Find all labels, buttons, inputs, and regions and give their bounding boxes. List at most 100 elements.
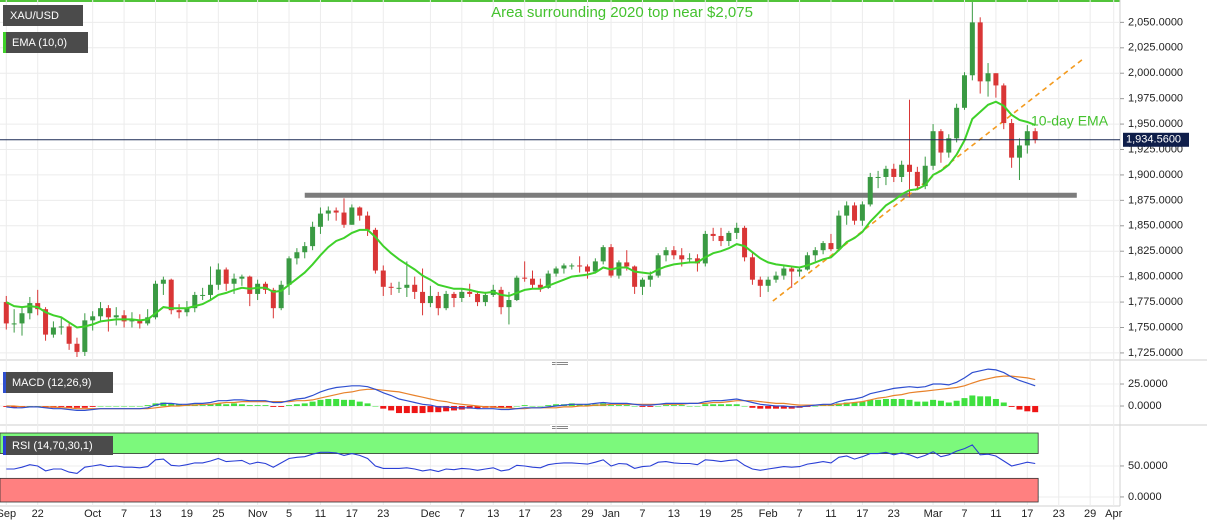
candle-body <box>663 250 669 256</box>
candle-body <box>632 266 638 287</box>
histogram-bar <box>749 406 756 408</box>
histogram-bar <box>1016 406 1023 410</box>
histogram-bar <box>898 398 905 407</box>
x-tick-label: 17 <box>346 508 358 520</box>
ema-line <box>5 100 1036 329</box>
histogram-bar <box>348 399 355 407</box>
candle-body <box>977 22 983 82</box>
candle-body <box>294 252 300 259</box>
resize-grip[interactable] <box>550 361 570 366</box>
histogram-bar <box>301 403 308 407</box>
candle-body <box>98 308 104 317</box>
candle-body <box>3 302 9 324</box>
x-tick-label: 23 <box>888 508 900 520</box>
legend-box[interactable] <box>3 372 113 393</box>
candle-body <box>969 22 975 76</box>
legend-item[interactable]: MACD (12,26,9) <box>3 372 113 393</box>
candle-body <box>836 215 842 250</box>
histogram-bar <box>741 406 748 407</box>
y-tick-label: 1,725.0000 <box>1128 347 1183 359</box>
legend-item[interactable]: RSI (14,70,30,1) <box>3 436 113 455</box>
candle-body <box>475 293 481 303</box>
legend-box[interactable] <box>3 436 113 455</box>
candle-body <box>781 268 787 276</box>
candle-body <box>537 284 543 288</box>
candle-body <box>168 279 174 311</box>
y-tick-label: 1,750.0000 <box>1128 321 1183 333</box>
grip-bg[interactable] <box>550 361 570 366</box>
legend-box[interactable] <box>3 32 88 53</box>
candle-body <box>113 315 119 318</box>
candle-body <box>954 107 960 139</box>
histogram-bar <box>215 403 222 407</box>
histogram-bar <box>199 405 206 407</box>
histogram-bar <box>647 406 654 407</box>
histogram-bar <box>733 404 740 407</box>
histogram-bar <box>584 404 591 407</box>
candle-body <box>961 75 967 108</box>
candle-body <box>451 293 457 298</box>
histogram-bar <box>293 404 300 407</box>
y-tick-label: 1,850.0000 <box>1128 220 1183 232</box>
x-tick-label: Mar <box>924 508 943 520</box>
candle-body <box>160 279 166 284</box>
histogram-bar <box>631 406 638 407</box>
x-tick-label: Dec <box>421 508 441 520</box>
candle-body <box>789 268 795 272</box>
candle-body <box>317 213 323 227</box>
x-tick-label: Feb <box>759 508 778 520</box>
y-tick-label: 25.0000 <box>1128 378 1168 390</box>
histogram-bar <box>890 398 897 407</box>
candle-body <box>90 316 96 321</box>
candle-body <box>388 286 394 288</box>
candle-body <box>66 326 72 344</box>
candle-body <box>891 168 897 177</box>
resize-grip[interactable] <box>550 425 570 430</box>
legend-item[interactable]: XAU/USD <box>3 5 83 26</box>
histogram-bar <box>356 401 363 407</box>
y-tick-label: 0.0000 <box>1128 400 1162 412</box>
histogram-bar <box>930 399 937 407</box>
candle-body <box>514 277 520 301</box>
legend-label: EMA (10,0) <box>12 37 67 49</box>
main-plot <box>3 2 1084 357</box>
histogram-bar <box>474 406 481 409</box>
histogram-bar <box>867 399 874 407</box>
candle-body <box>129 320 135 322</box>
candle-body <box>82 320 88 352</box>
candle-body <box>577 265 583 267</box>
candle-body <box>404 284 410 288</box>
histogram-bar <box>380 406 387 409</box>
histogram-bar <box>26 406 33 407</box>
histogram-bar <box>11 406 18 408</box>
candle-body <box>820 243 826 251</box>
histogram-bar <box>419 406 426 414</box>
histogram-bar <box>992 398 999 407</box>
legend-box[interactable] <box>3 5 83 26</box>
macd-line <box>6 368 1036 411</box>
histogram-bar <box>262 405 269 407</box>
candle-body <box>506 300 512 308</box>
histogram-bar <box>686 406 693 407</box>
histogram-bar <box>914 401 921 407</box>
candle-body <box>1016 145 1022 158</box>
histogram-bar <box>694 406 701 407</box>
plot-layer: Sep 22 Oct 7 13 19 25 Nov 5 11 17 23 Dec 7 13 17 23 29 Jan… <box>0 0 1189 520</box>
candle-body <box>153 283 159 318</box>
x-tick-label: 25 <box>212 508 224 520</box>
candle-body <box>270 289 276 309</box>
histogram-bar <box>977 396 984 407</box>
histogram-bar <box>270 406 277 407</box>
candle-body <box>985 73 991 82</box>
histogram-bar <box>89 406 96 407</box>
x-tick-label: 7 <box>796 508 802 520</box>
candle-body <box>749 257 755 280</box>
candle-body <box>859 204 865 221</box>
last-price-box <box>1123 132 1189 147</box>
legend-item[interactable]: EMA (10,0) <box>3 32 88 53</box>
histogram-bar <box>859 401 866 407</box>
grip-bg[interactable] <box>550 425 570 430</box>
histogram-bar <box>505 406 512 408</box>
x-tick-label: 11 <box>825 508 836 520</box>
legend-label: MACD (12,26,9) <box>12 377 91 389</box>
